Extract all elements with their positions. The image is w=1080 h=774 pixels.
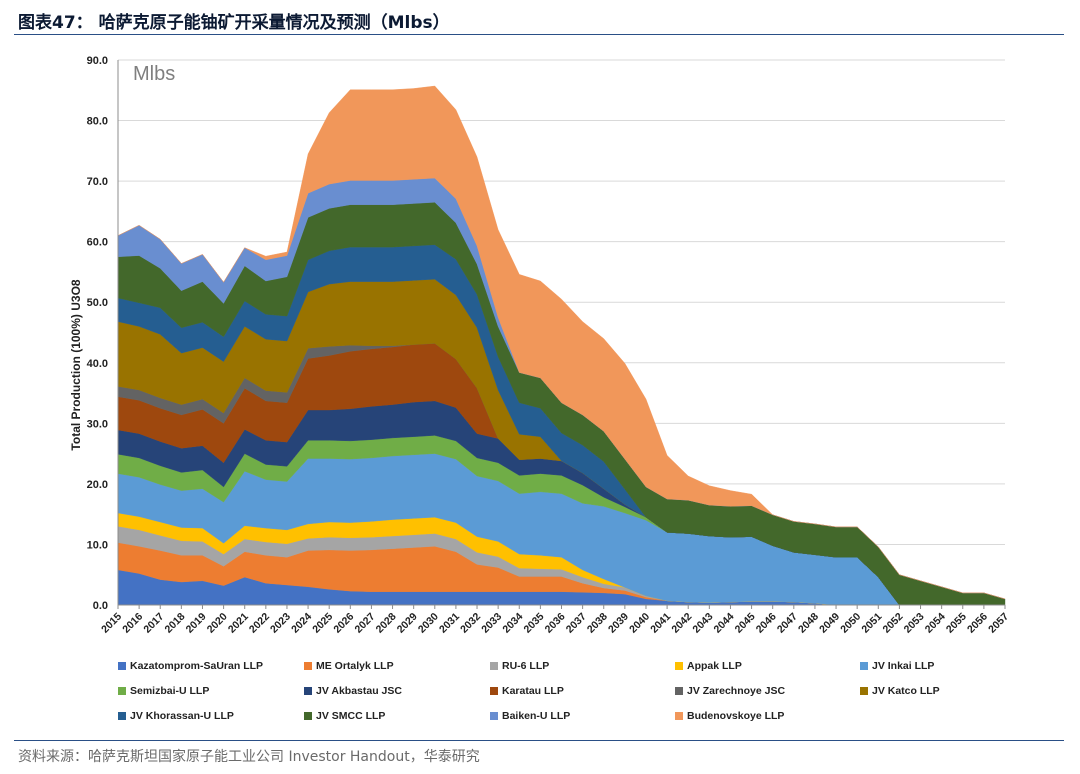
y-tick-label: 30.0 bbox=[87, 418, 108, 430]
legend-swatch bbox=[860, 687, 868, 695]
legend-label: Semizbai-U LLP bbox=[130, 685, 210, 697]
y-tick-label: 40.0 bbox=[87, 358, 108, 370]
legend-item: Baiken-U LLP bbox=[490, 710, 570, 722]
y-tick-label: 80.0 bbox=[87, 116, 108, 128]
y-tick-label: 0.0 bbox=[93, 600, 108, 612]
legend-item: JV Khorassan-U LLP bbox=[118, 710, 234, 722]
y-axis-label: Total Production (100%) U3O8 bbox=[69, 279, 83, 450]
legend-swatch bbox=[675, 662, 683, 670]
legend-label: JV Khorassan-U LLP bbox=[130, 710, 234, 722]
production-area-chart: 0.010.020.030.040.050.060.070.080.090.02… bbox=[0, 40, 1080, 660]
legend-item: JV SMCC LLP bbox=[304, 710, 385, 722]
legend-label: Appak LLP bbox=[687, 660, 742, 672]
legend-label: JV Zarechnoye JSC bbox=[687, 685, 786, 697]
y-tick-label: 90.0 bbox=[87, 55, 108, 67]
y-tick-label: 60.0 bbox=[87, 237, 108, 249]
legend-label: ME Ortalyk LLP bbox=[316, 660, 394, 672]
legend-swatch bbox=[304, 687, 312, 695]
legend-item: Budenovskoye LLP bbox=[675, 710, 784, 722]
legend-label: Baiken-U LLP bbox=[502, 710, 571, 722]
y-tick-label: 10.0 bbox=[87, 539, 108, 551]
chart-legend: Kazatomprom-SaUran LLP ME Ortalyk LLP RU-6… bbox=[118, 656, 1018, 732]
legend-swatch bbox=[490, 687, 498, 695]
legend-swatch bbox=[304, 662, 312, 670]
title-divider bbox=[14, 34, 1064, 35]
y-tick-label: 20.0 bbox=[87, 479, 108, 491]
y-tick-label: 50.0 bbox=[87, 297, 108, 309]
source-divider bbox=[14, 740, 1064, 741]
legend-label: Kazatomprom-SaUran LLP bbox=[130, 660, 264, 672]
legend-swatch bbox=[490, 712, 498, 720]
legend-label: JV Akbastau JSC bbox=[316, 685, 402, 697]
legend-swatch bbox=[675, 712, 683, 720]
legend-item: ME Ortalyk LLP bbox=[304, 660, 394, 672]
legend-swatch bbox=[675, 687, 683, 695]
legend-label: JV Inkai LLP bbox=[872, 660, 935, 672]
stacked-areas bbox=[117, 85, 1006, 606]
legend-swatch bbox=[118, 687, 126, 695]
legend-item: JV Zarechnoye JSC bbox=[675, 685, 785, 697]
legend-item: JV Inkai LLP bbox=[860, 660, 934, 672]
legend-label: JV SMCC LLP bbox=[316, 710, 386, 722]
legend-label: JV Katco LLP bbox=[872, 685, 940, 697]
unit-label: Mlbs bbox=[133, 63, 175, 85]
y-tick-label: 70.0 bbox=[87, 176, 108, 188]
legend-item: JV Akbastau JSC bbox=[304, 685, 402, 697]
legend-swatch bbox=[304, 712, 312, 720]
legend-swatch bbox=[118, 662, 126, 670]
legend-label: RU-6 LLP bbox=[502, 660, 550, 672]
legend-item: Semizbai-U LLP bbox=[118, 685, 209, 697]
legend-item: Karatau LLP bbox=[490, 685, 564, 697]
legend-item: Appak LLP bbox=[675, 660, 742, 672]
legend-label: Karatau LLP bbox=[502, 685, 564, 697]
legend-item: Kazatomprom-SaUran LLP bbox=[118, 660, 263, 672]
legend-label: Budenovskoye LLP bbox=[687, 710, 785, 722]
legend-swatch bbox=[490, 662, 498, 670]
figure-title: 图表47： 哈萨克原子能铀矿开采量情况及预测（Mlbs） bbox=[18, 13, 450, 33]
legend-swatch bbox=[860, 662, 868, 670]
area-budenovskoye-llp bbox=[117, 85, 1006, 600]
legend-swatch bbox=[118, 712, 126, 720]
source-note: 资料来源：哈萨克斯坦国家原子能工业公司 Investor Handout，华泰研… bbox=[18, 749, 480, 765]
legend-item: JV Katco LLP bbox=[860, 685, 940, 697]
legend-item: RU-6 LLP bbox=[490, 660, 549, 672]
